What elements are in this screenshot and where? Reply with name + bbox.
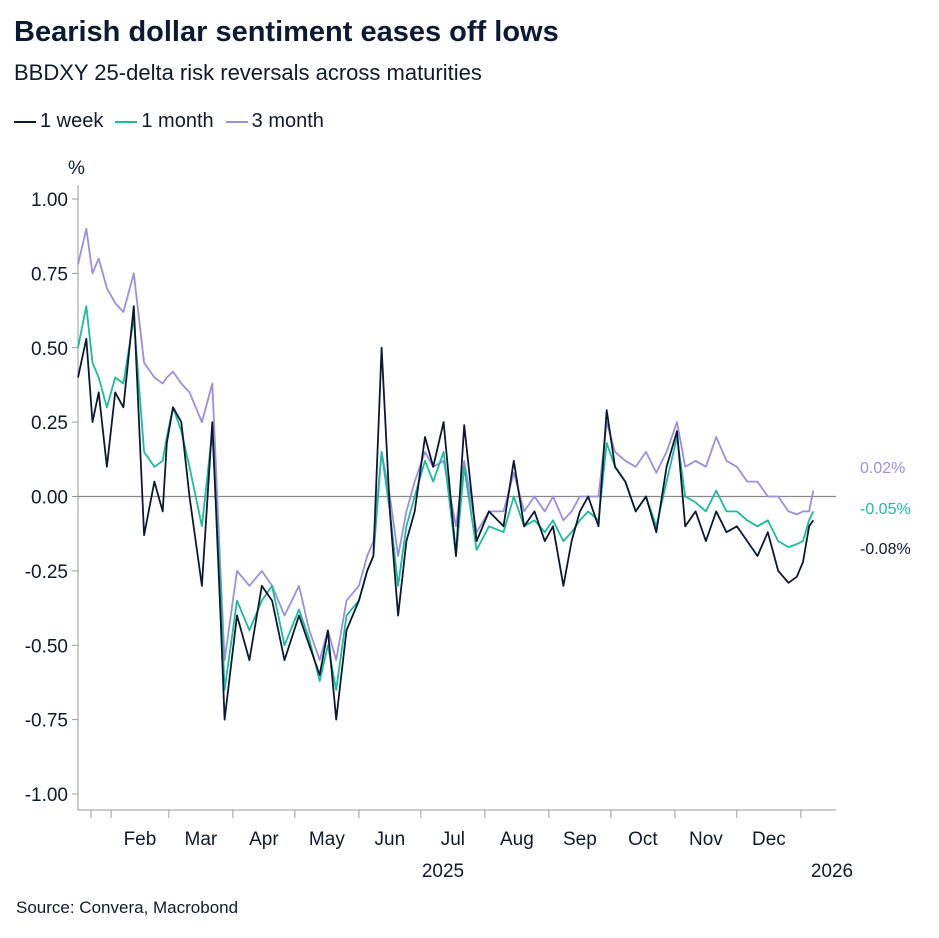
x-tick-label: Apr xyxy=(249,829,279,850)
y-axis-unit: % xyxy=(68,158,85,179)
chart-title: Bearish dollar sentiment eases off lows xyxy=(14,16,559,48)
x-tick-label: Dec xyxy=(752,829,786,850)
x-tick-label: Sep xyxy=(563,829,597,850)
series-line-1-month xyxy=(77,305,815,691)
x-tick-label: Jun xyxy=(375,829,406,850)
legend-item-1-month: 1 month xyxy=(115,110,214,133)
source-note: Source: Convera, Macrobond xyxy=(16,898,239,917)
end-label-1-month: -0.05% xyxy=(860,501,911,518)
series-line-1-week xyxy=(77,305,815,721)
line-chart: %1.00 0.75 0.50 0.25 0.00 -0.25 -0.50 -0.75 -1.0… xyxy=(25,158,911,882)
x-year-label: 2025 xyxy=(422,861,464,882)
legend-item-1-week: 1 week xyxy=(14,110,103,133)
y-tick-label: -0.75 xyxy=(25,711,68,732)
y-tick-label: 1.00 xyxy=(31,190,68,211)
x-tick-label: Oct xyxy=(628,829,658,850)
x-tick-label: Mar xyxy=(185,829,218,850)
legend-swatch-1-week xyxy=(14,120,36,123)
legend-label-1-week: 1 week xyxy=(40,110,104,132)
x-tick-label: Aug xyxy=(500,829,534,850)
y-tick-label: 0.50 xyxy=(31,339,68,360)
legend-label-3-month: 3 month xyxy=(251,110,324,132)
end-label-1-week: -0.08% xyxy=(860,541,911,558)
x-year-label: 2026 xyxy=(811,861,853,882)
y-tick-label: -0.50 xyxy=(25,636,68,657)
legend: 1 week 1 month 3 month xyxy=(14,110,324,133)
legend-label-1-month: 1 month xyxy=(141,110,214,132)
x-tick-label: Jul xyxy=(441,829,465,850)
chart-subtitle: BBDXY 25-delta risk reversals across mat… xyxy=(14,60,482,85)
x-tick-label: Nov xyxy=(689,829,723,850)
y-tick-label: 0.75 xyxy=(31,264,68,285)
end-label-3-month: 0.02% xyxy=(860,460,905,477)
x-tick-label: Feb xyxy=(124,829,157,850)
x-tick-label: May xyxy=(309,829,345,850)
legend-swatch-1-month xyxy=(115,120,138,123)
y-tick-label: -0.25 xyxy=(25,562,68,583)
y-tick-label: 0.25 xyxy=(31,413,68,434)
legend-swatch-3-month xyxy=(225,120,248,123)
y-tick-label: 0.00 xyxy=(31,488,68,509)
legend-item-3-month: 3 month xyxy=(225,110,324,133)
y-tick-label: -1.00 xyxy=(25,785,68,806)
